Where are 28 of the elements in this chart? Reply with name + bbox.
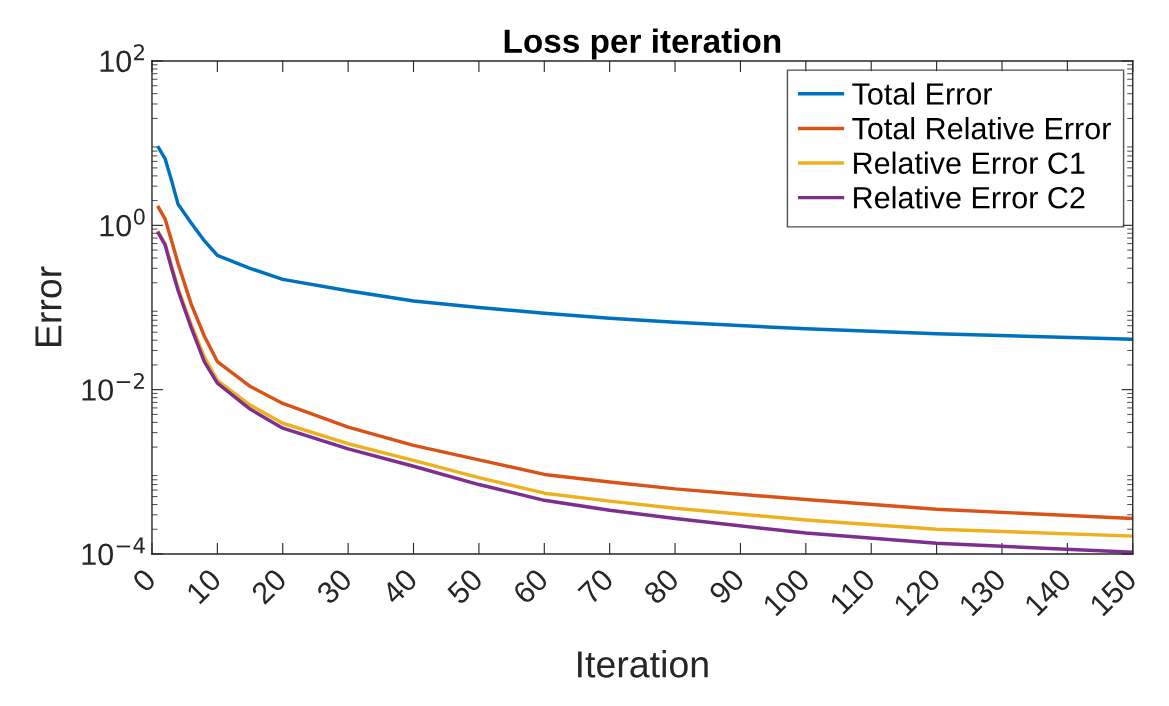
x-tick-label: 40 [380,567,419,606]
x-tick-label: 30 [315,567,354,606]
x-tick-label: 150 [1088,567,1138,617]
x-tick-label: 10 [185,567,223,605]
line-series [156,145,1133,342]
x-tick-label: 110 [828,567,877,615]
legend-label: Relative Error C1 [854,151,1085,175]
legend-label: Total Error [852,82,992,105]
y-tick-label: 10$^{−4}$ [82,537,145,566]
x-tick-label: 0 [131,567,157,594]
legend-label: Total Relative Error [852,116,1111,140]
y-axis-title: Error [35,266,62,347]
x-tick-label: 130 [958,567,1007,617]
x-tick-label: 90 [707,567,746,606]
x-tick-label: 140 [1023,567,1073,617]
x-tick-label: 120 [892,567,942,617]
x-tick-label: 50 [446,567,484,606]
x-tick-label: 80 [642,567,681,606]
y-tick-label: 10$^{2}$ [100,44,144,73]
x-axis-title: Iteration [578,650,708,678]
x-tick-label: 100 [761,567,811,617]
x-tick-label: 70 [577,567,615,605]
y-tick-label: 10$^{−2}$ [82,372,144,401]
y-tick-label: 10$^{0}$ [100,208,145,237]
chart-title: Loss per iteration [504,28,781,60]
x-tick-label: 20 [250,567,288,605]
legend-label: Relative Error C2 [854,186,1085,209]
x-tick-label: 60 [511,567,550,605]
